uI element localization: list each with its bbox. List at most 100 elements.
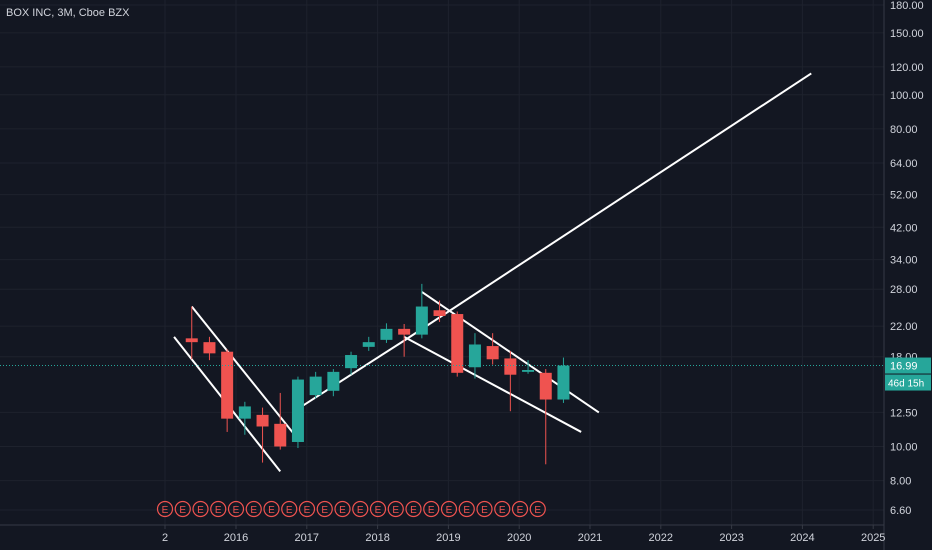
candle-body — [185, 338, 198, 343]
candle[interactable] — [221, 349, 234, 432]
earnings-circle — [298, 500, 316, 518]
earnings-marker[interactable]: E — [511, 500, 529, 518]
earnings-marker[interactable]: E — [334, 500, 351, 518]
price-tick-label: 180.00 — [890, 0, 924, 12]
candle[interactable] — [362, 336, 375, 351]
candle[interactable] — [504, 350, 517, 412]
candle[interactable] — [451, 311, 464, 377]
earnings-marker[interactable]: E — [227, 500, 245, 518]
candle[interactable] — [274, 392, 287, 450]
candle[interactable] — [203, 336, 216, 361]
earnings-circle — [334, 500, 351, 518]
earnings-circle — [494, 500, 511, 518]
time-tick-label: 2024 — [790, 532, 814, 544]
earnings-marker[interactable]: E — [192, 500, 209, 518]
price-tick-label: 34.00 — [890, 255, 918, 267]
earnings-circle — [174, 500, 191, 518]
earnings-circle — [352, 500, 369, 518]
candle[interactable] — [309, 371, 322, 399]
earnings-marker[interactable]: E — [405, 500, 422, 518]
earnings-circle — [192, 500, 209, 518]
trendline[interactable] — [403, 72, 812, 342]
earnings-marker[interactable]: E — [458, 500, 475, 518]
earnings-label: E — [499, 505, 506, 516]
time-axis[interactable]: 2 2016 2017 2018 2019 2020 2021 2022 2023 2024 202… — [162, 525, 886, 544]
earnings-marker[interactable]: E — [316, 500, 333, 518]
time-tick-label: 2021 — [578, 532, 602, 544]
candle-body — [362, 342, 375, 347]
earnings-marker[interactable]: E — [476, 500, 493, 518]
candle[interactable] — [415, 283, 428, 339]
earnings-marker[interactable]: E — [529, 500, 546, 518]
price-tick-label: 120.00 — [890, 62, 924, 74]
current-price-box — [885, 357, 931, 374]
price-tick-label: 80.00 — [890, 124, 918, 136]
candle-body — [327, 371, 340, 391]
candle-body — [398, 328, 411, 335]
time-tick-label: 2018 — [365, 532, 389, 544]
earnings-circle — [281, 500, 298, 518]
candle-body — [451, 314, 464, 373]
earnings-circle — [245, 500, 262, 518]
earnings-circle — [529, 500, 546, 518]
earnings-marker[interactable]: E — [245, 500, 262, 518]
candle[interactable] — [327, 369, 340, 397]
earnings-marker[interactable]: E — [440, 500, 458, 518]
earnings-label: E — [162, 505, 169, 516]
earnings-marker[interactable]: E — [352, 500, 369, 518]
earnings-marker[interactable]: E — [369, 500, 387, 518]
earnings-marker[interactable]: E — [210, 500, 227, 518]
candle[interactable] — [433, 300, 446, 322]
earnings-marker[interactable]: E — [298, 500, 316, 518]
current-price-label: 16.99 — [890, 361, 918, 373]
earnings-label: E — [286, 505, 293, 516]
earnings-label: E — [357, 505, 364, 516]
time-tick-label: 2017 — [295, 532, 319, 544]
candle[interactable] — [468, 333, 481, 379]
grid-lines — [0, 0, 884, 525]
earnings-marker[interactable]: E — [263, 500, 280, 518]
candle[interactable] — [291, 376, 304, 449]
earnings-label: E — [250, 505, 257, 516]
earnings-label: E — [375, 505, 382, 516]
candle[interactable] — [486, 333, 499, 365]
candle[interactable] — [522, 360, 535, 374]
earnings-marker[interactable]: E — [494, 500, 511, 518]
earnings-label: E — [339, 505, 346, 516]
earnings-circle — [423, 500, 440, 518]
price-tick-label: 64.00 — [890, 158, 918, 170]
candle[interactable] — [557, 357, 570, 403]
earnings-label: E — [179, 505, 186, 516]
candle[interactable] — [398, 323, 411, 357]
countdown-box — [885, 374, 931, 391]
price-tick-label: 100.00 — [890, 90, 924, 102]
time-tick-label: 2016 — [224, 532, 248, 544]
candle-body — [203, 342, 216, 354]
earnings-marker[interactable]: E — [281, 500, 298, 518]
earnings-marker[interactable]: E — [387, 500, 404, 518]
earnings-circle — [405, 500, 422, 518]
candle[interactable] — [539, 369, 552, 465]
candle[interactable] — [238, 401, 251, 435]
candle[interactable] — [185, 306, 198, 360]
candle[interactable] — [256, 407, 269, 463]
candle[interactable] — [380, 323, 393, 343]
earnings-circle — [316, 500, 333, 518]
price-tick-label: 10.00 — [890, 442, 918, 454]
earnings-marker[interactable]: E — [423, 500, 440, 518]
earnings-marker[interactable]: E — [174, 500, 191, 518]
candle-body — [345, 355, 358, 369]
trendline[interactable] — [403, 335, 582, 433]
earnings-circle — [210, 500, 227, 518]
earnings-label: E — [197, 505, 204, 516]
earnings-label: E — [304, 505, 311, 516]
earnings-circle — [156, 500, 174, 518]
price-tick-label: 12.50 — [890, 407, 918, 419]
earnings-circle — [263, 500, 280, 518]
candle[interactable] — [345, 351, 358, 375]
earnings-circle — [440, 500, 458, 518]
earnings-label: E — [463, 505, 470, 516]
earnings-marker[interactable]: E — [156, 500, 174, 518]
